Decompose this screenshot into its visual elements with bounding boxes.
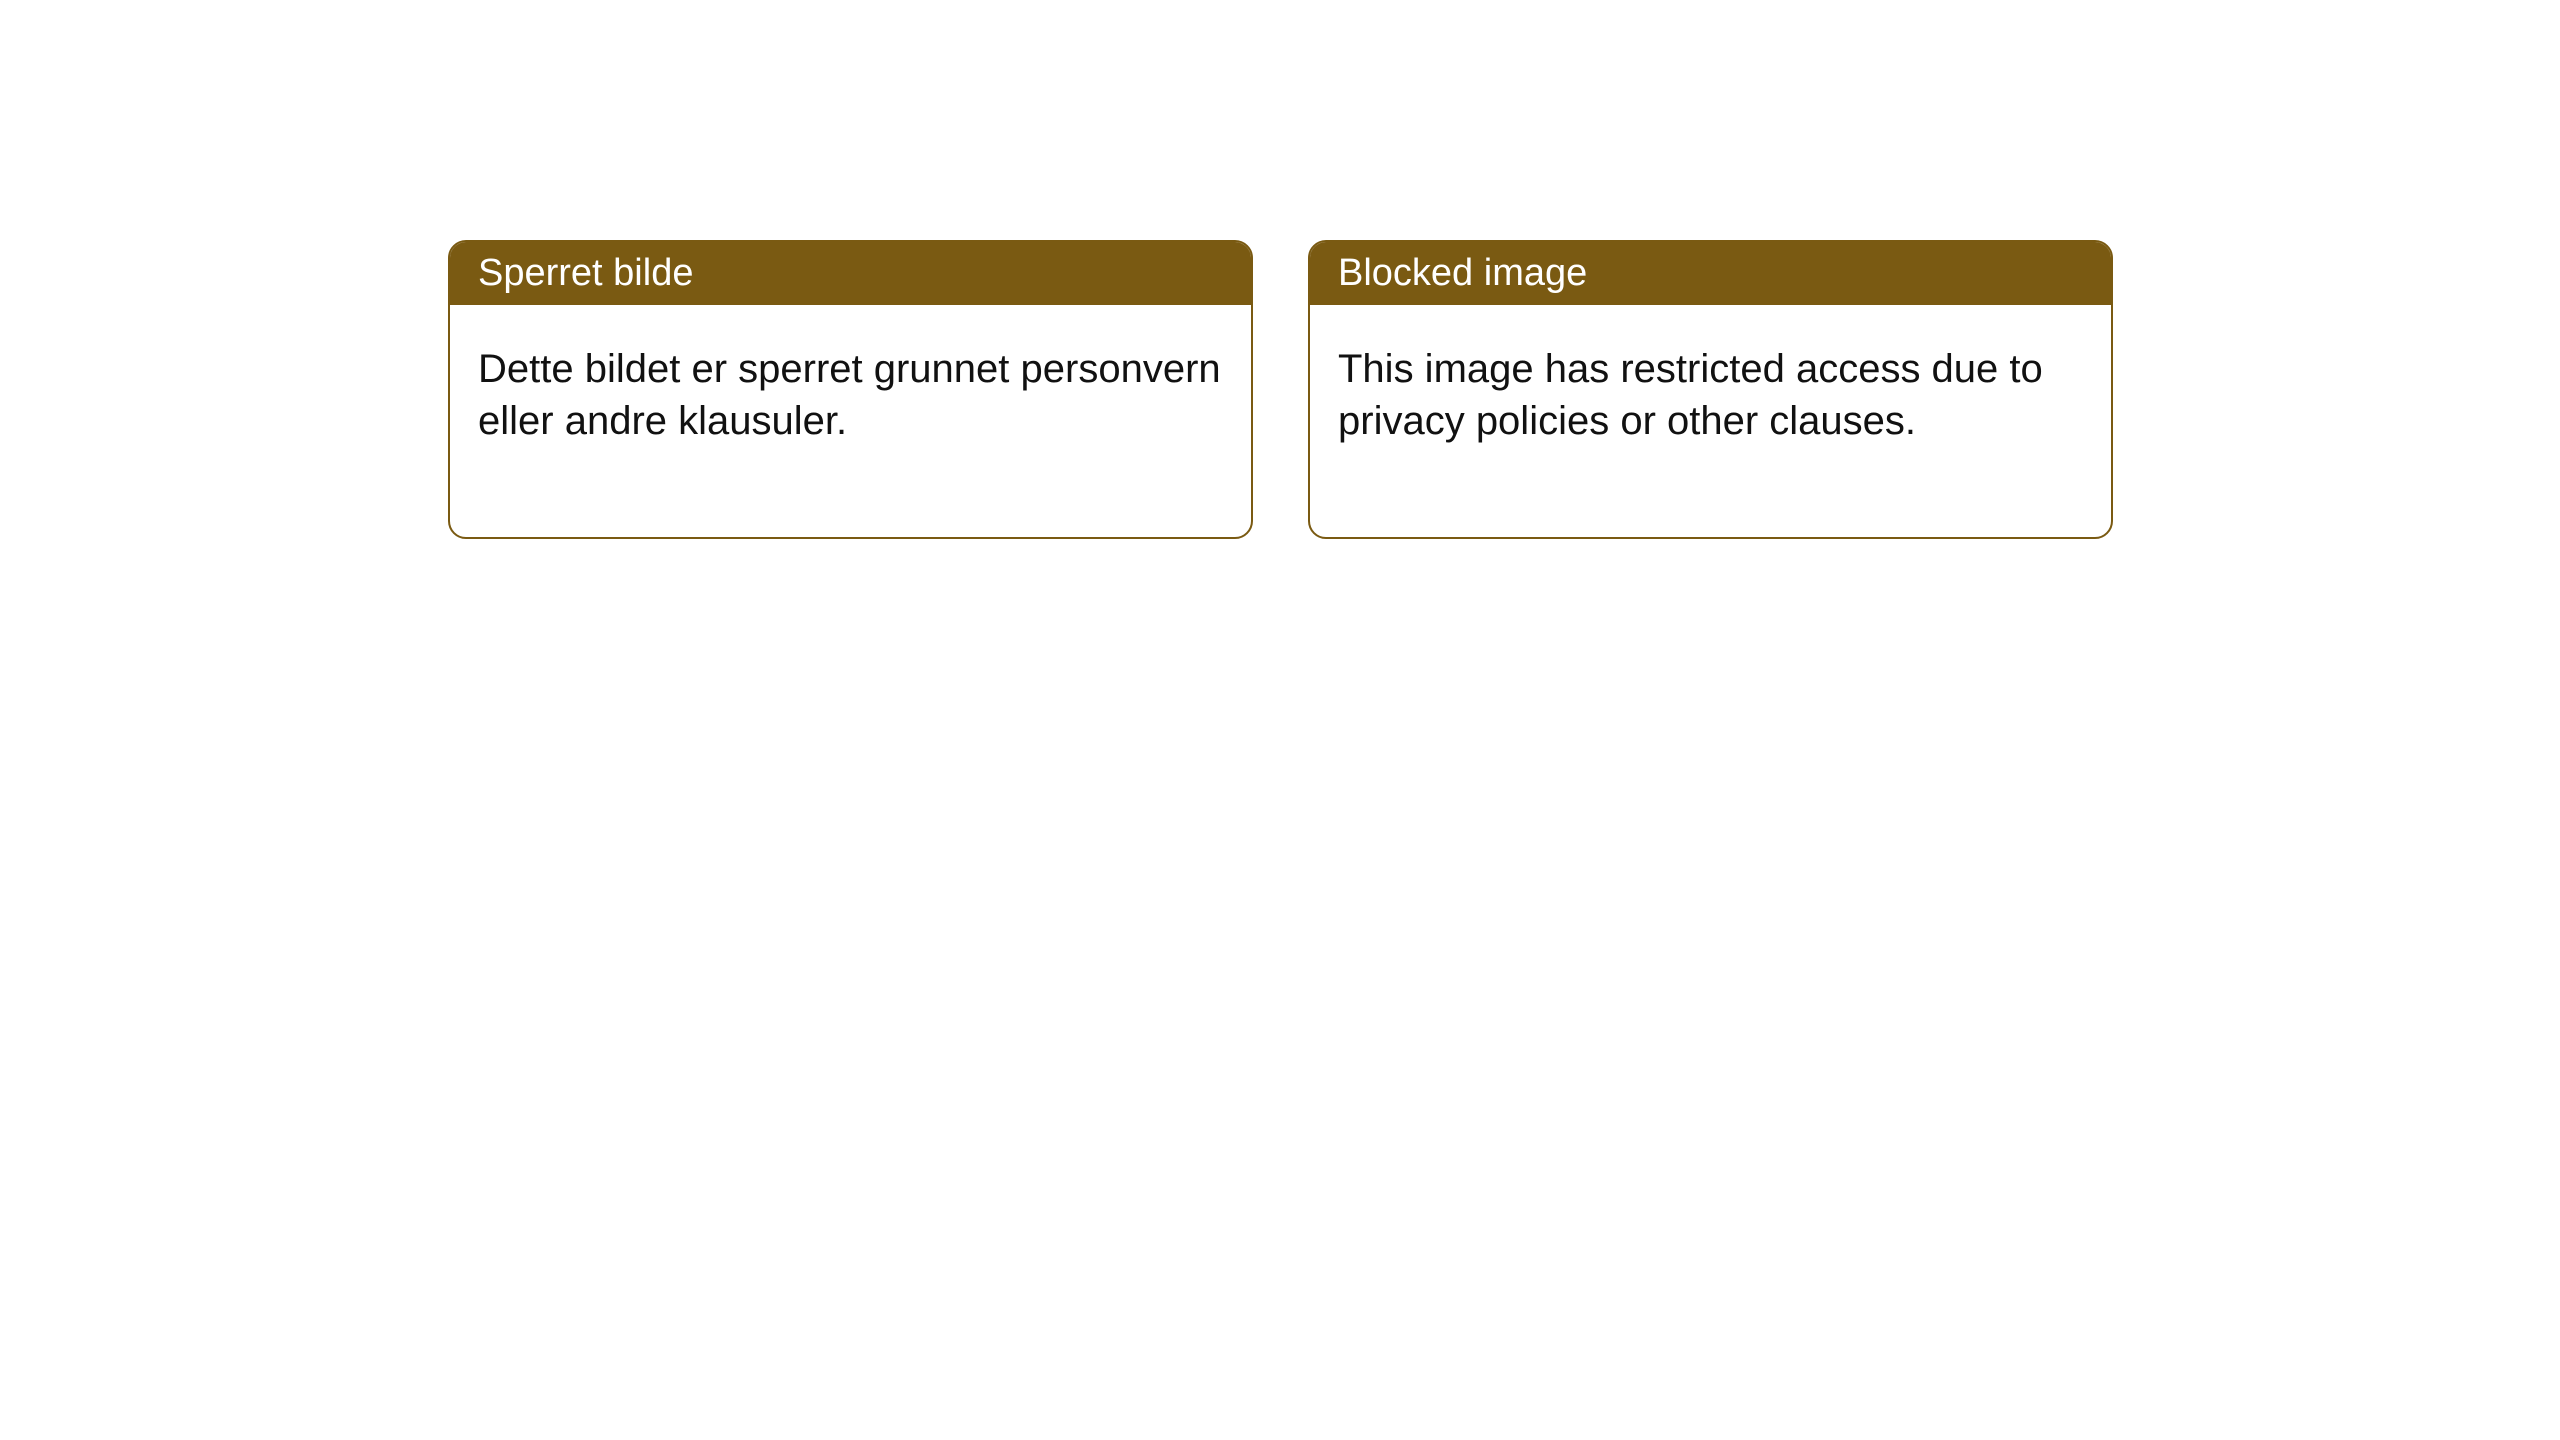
- notice-card-english: Blocked image This image has restricted …: [1308, 240, 2113, 539]
- card-body-text: Dette bildet er sperret grunnet personve…: [478, 347, 1221, 443]
- card-body-text: This image has restricted access due to …: [1338, 347, 2043, 443]
- card-title: Sperret bilde: [478, 252, 693, 294]
- card-body: Dette bildet er sperret grunnet personve…: [450, 305, 1251, 537]
- card-header: Sperret bilde: [450, 242, 1251, 305]
- card-header: Blocked image: [1310, 242, 2111, 305]
- card-body: This image has restricted access due to …: [1310, 305, 2111, 537]
- notice-card-norwegian: Sperret bilde Dette bildet er sperret gr…: [448, 240, 1253, 539]
- card-title: Blocked image: [1338, 252, 1587, 294]
- notice-container: Sperret bilde Dette bildet er sperret gr…: [0, 0, 2560, 539]
